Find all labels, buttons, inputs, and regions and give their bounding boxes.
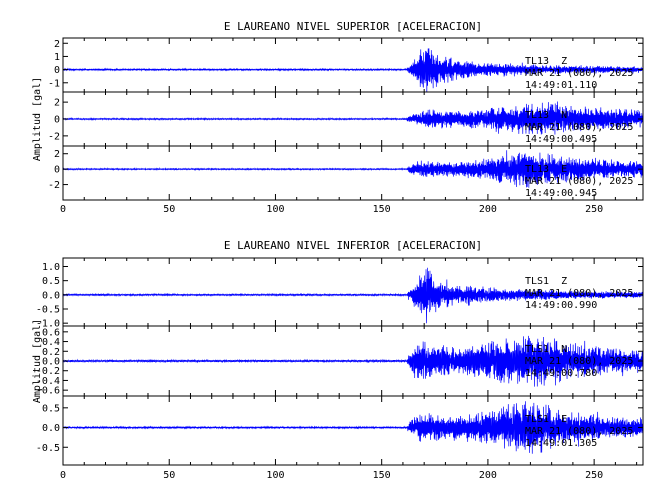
event-time: 14:49:00.495 — [525, 134, 597, 145]
y-tick-label: 0.0 — [42, 357, 60, 368]
station-label: TL13 Z — [525, 56, 567, 67]
y-tick-label: -2 — [48, 131, 60, 142]
chart-title: E LAUREANO NIVEL INFERIOR [ACELERACION] — [224, 239, 482, 252]
y-tick-label: -1 — [48, 78, 60, 89]
y-tick-label: 0 — [54, 115, 60, 126]
station-code: TL13 — [525, 164, 549, 175]
x-tick-label: 200 — [479, 470, 497, 481]
y-tick-label: -0.5 — [36, 305, 60, 316]
event-time: 14:49:01.110 — [525, 80, 597, 91]
y-tick-label: 0.0 — [42, 290, 60, 301]
event-date: MAR 21 (080), 2025 — [525, 356, 633, 367]
waveform-line — [63, 401, 643, 454]
event-date: MAR 21 (080), 2025 — [525, 176, 633, 187]
station-code: TLS1 — [525, 344, 549, 355]
chart-title: E LAUREANO NIVEL SUPERIOR [ACELERACION] — [224, 20, 482, 33]
y-tick-label: 0 — [54, 65, 60, 76]
y-tick-label: -1.0 — [36, 319, 60, 330]
event-date: MAR 21 (080), 2025 — [525, 122, 633, 133]
y-tick-label: 2 — [54, 39, 60, 50]
event-time: 14:49:00.780 — [525, 368, 597, 379]
y-tick-label: 0.5 — [42, 403, 60, 414]
y-tick-label: -0.2 — [36, 366, 60, 377]
panel-frame — [62, 145, 644, 201]
waveform-line — [63, 101, 643, 135]
y-tick-label: 0.2 — [42, 347, 60, 358]
y-axis-label: Amplitud [gal] — [32, 319, 43, 403]
x-tick-label: 250 — [585, 204, 603, 215]
component-code: Z — [561, 56, 567, 67]
y-tick-label: 1.0 — [42, 262, 60, 273]
station-label: TLS1 N — [525, 344, 567, 355]
x-tick-label: 100 — [266, 470, 284, 481]
y-tick-label: -0.5 — [36, 443, 60, 454]
component-code: Z — [561, 276, 567, 287]
station-code: TLS1 — [525, 414, 549, 425]
y-tick-label: 0.4 — [42, 337, 60, 348]
x-tick-label: 50 — [163, 470, 175, 481]
event-date: MAR 21 (080), 2025 — [525, 426, 633, 437]
y-tick-label: 0.0 — [42, 423, 60, 434]
panel-frame — [62, 395, 644, 466]
y-tick-label: 2 — [54, 149, 60, 160]
x-tick-label: 0 — [60, 204, 66, 215]
x-tick-label: 200 — [479, 204, 497, 215]
waveform-line — [63, 48, 643, 92]
station-label: TL13 E — [525, 164, 567, 175]
event-date: MAR 21 (080), 2025 — [525, 68, 633, 79]
event-date: MAR 21 (080), 2025 — [525, 288, 633, 299]
x-tick-label: 100 — [266, 204, 284, 215]
component-code: E — [561, 414, 567, 425]
y-tick-label: -0.6 — [36, 386, 60, 397]
y-tick-label: 0.6 — [42, 327, 60, 338]
component-code: N — [561, 110, 567, 121]
x-tick-label: 50 — [163, 204, 175, 215]
component-code: N — [561, 344, 567, 355]
x-tick-label: 150 — [373, 204, 391, 215]
station-label: TLS1 Z — [525, 276, 567, 287]
station-code: TL13 — [525, 110, 549, 121]
y-tick-label: 2 — [54, 98, 60, 109]
station-code: TLS1 — [525, 276, 549, 287]
y-tick-label: 0.5 — [42, 276, 60, 287]
x-tick-label: 150 — [373, 470, 391, 481]
waveform-line — [63, 335, 643, 387]
y-axis-label: Amplitud [gal] — [32, 77, 43, 161]
x-tick-label: 250 — [585, 470, 603, 481]
station-label: TL13 N — [525, 110, 567, 121]
waveform-line — [63, 150, 643, 188]
y-tick-label: -0.4 — [36, 376, 60, 387]
station-label: TLS1 E — [525, 414, 567, 425]
x-tick-label: 0 — [60, 470, 66, 481]
y-tick-label: 1 — [54, 52, 60, 63]
event-time: 14:49:01.305 — [525, 438, 597, 449]
event-time: 14:49:00.990 — [525, 300, 597, 311]
y-tick-label: 0 — [54, 165, 60, 176]
waveform-line — [63, 267, 643, 324]
y-tick-label: -2 — [48, 180, 60, 191]
component-code: E — [561, 164, 567, 175]
event-time: 14:49:00.945 — [525, 188, 597, 199]
station-code: TL13 — [525, 56, 549, 67]
